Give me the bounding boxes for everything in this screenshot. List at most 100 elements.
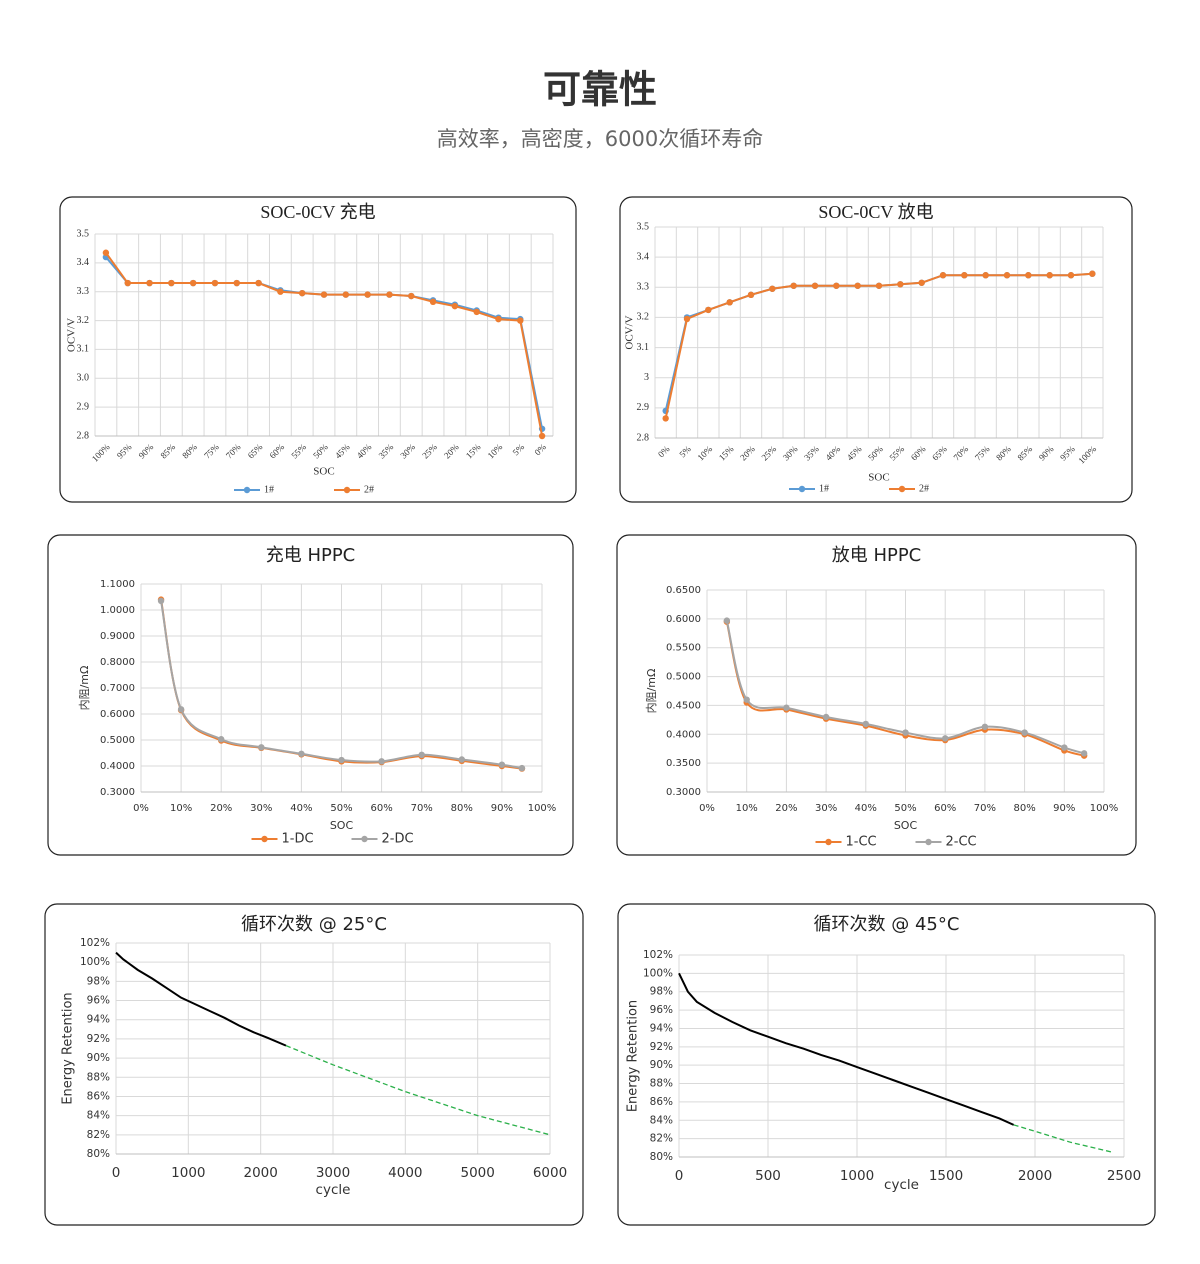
data-point	[942, 735, 949, 742]
data-point	[146, 279, 153, 287]
data-point	[723, 617, 731, 624]
x-tick-label: 100%	[1090, 803, 1119, 814]
x-tick-label: 60%	[934, 803, 956, 814]
x-tick-label: 40%	[290, 803, 312, 814]
legend-marker	[798, 485, 806, 493]
data-point	[517, 317, 524, 324]
y-tick-label: 2.8	[77, 430, 90, 441]
data-point	[211, 279, 219, 287]
x-tick-label: 90%	[491, 803, 513, 814]
y-tick-label: 3.2	[637, 312, 650, 323]
x-tick-label: 0	[112, 1165, 121, 1181]
x-tick-label: 1000	[840, 1168, 874, 1184]
x-tick-label: 0%	[699, 803, 715, 814]
data-point	[498, 761, 506, 768]
y-tick-label: 1.1000	[100, 579, 135, 590]
x-tick-label: 50%	[894, 803, 916, 814]
data-point	[102, 249, 110, 256]
data-point	[743, 696, 750, 703]
data-point	[854, 282, 861, 289]
data-point	[518, 764, 526, 772]
chart-title: SOC-0CV 充电	[260, 202, 375, 222]
x-tick-label: 5000	[460, 1165, 494, 1181]
page-subtitle: 高效率，高密度，6000次循环寿命	[437, 127, 763, 151]
y-tick-label: 2.9	[77, 401, 90, 412]
data-point	[189, 279, 197, 287]
legend-label: 2#	[919, 483, 929, 494]
legend-label: 1-CC	[846, 835, 877, 850]
y-tick-label: 2.8	[637, 432, 650, 443]
chart-panel: 循环次数 @ 45°C 80% 82% 84% 86% 88% 90% 92% 94% 96% 98…	[617, 903, 1156, 1226]
x-tick-label: 50%	[330, 803, 352, 814]
data-point	[298, 750, 305, 757]
chart-panel: 循环次数 @ 25°C 80% 82% 84% 86% 88% 90% 92% 94% 96% 98…	[44, 903, 584, 1226]
y-tick-label: 82%	[650, 1133, 673, 1145]
y-tick-label: 100%	[80, 956, 110, 968]
legend-marker	[343, 486, 351, 494]
chart-title: 循环次数 @ 45°C	[814, 914, 960, 935]
y-tick-label: 0.5500	[666, 643, 701, 654]
y-axis-label: OCV/V	[624, 315, 636, 349]
data-point	[783, 704, 790, 711]
data-point	[386, 291, 393, 298]
data-point	[662, 415, 669, 422]
y-tick-label: 3.4	[77, 257, 90, 268]
chart-title: 放电 HPPC	[832, 545, 922, 566]
data-point	[277, 288, 284, 295]
chart-panel: SOC-0CV 放电2.82.933.13.23.33.43.50% 5% 10% 1…	[619, 196, 1133, 503]
panel-frame	[47, 534, 574, 856]
x-tick-label: 2000	[243, 1165, 277, 1181]
data-point	[822, 713, 830, 721]
x-tick-label: 90%	[1053, 803, 1075, 814]
x-axis-label: SOC	[313, 466, 334, 478]
legend-label: 2-CC	[946, 835, 977, 850]
series-line	[1013, 1124, 1114, 1154]
y-tick-label: 3.1	[637, 342, 650, 353]
x-tick-label: 80%	[1013, 803, 1035, 814]
data-point	[418, 751, 425, 759]
y-tick-label: 88%	[650, 1078, 673, 1090]
y-tick-label: 100%	[643, 967, 673, 979]
x-axis-label: cycle	[884, 1177, 919, 1193]
y-tick-label: 92%	[87, 1033, 110, 1045]
y-tick-label: 84%	[87, 1110, 110, 1122]
panel-frame	[619, 196, 1133, 503]
data-point	[255, 279, 262, 287]
chart-title: 充电 HPPC	[266, 545, 356, 566]
y-axis-label: 内阻/mΩ	[77, 666, 91, 711]
y-tick-label: 0.6500	[666, 585, 701, 596]
y-tick-label: 3.4	[637, 251, 650, 262]
data-point	[124, 279, 131, 287]
y-tick-label: 90%	[650, 1059, 673, 1071]
legend-marker	[898, 485, 906, 493]
data-point	[747, 291, 755, 299]
legend-marker	[925, 838, 932, 846]
y-tick-label: 82%	[87, 1129, 110, 1141]
x-axis-label: cycle	[316, 1182, 351, 1198]
data-point	[961, 272, 968, 279]
chart-title: SOC-0CV 放电	[818, 202, 933, 222]
data-point	[320, 291, 328, 298]
data-point	[473, 308, 480, 316]
x-tick-label: 30%	[250, 803, 272, 814]
data-point	[218, 736, 225, 743]
y-tick-label: 3.5	[77, 228, 90, 239]
data-point	[981, 723, 989, 730]
data-point	[1003, 272, 1011, 279]
y-tick-label: 0.6000	[100, 709, 135, 720]
chart-title: 循环次数 @ 25°C	[241, 914, 387, 935]
y-tick-label: 96%	[650, 1004, 673, 1016]
legend-marker	[261, 835, 268, 843]
x-tick-label: 10%	[170, 803, 192, 814]
x-tick-label: 10%	[736, 803, 758, 814]
y-axis-label: OCV/V	[66, 318, 78, 352]
data-point	[902, 729, 909, 736]
data-point	[342, 291, 350, 298]
y-tick-label: 3.2	[77, 315, 90, 326]
y-axis-label: Energy Retention	[61, 992, 76, 1104]
x-tick-label: 20%	[775, 803, 797, 814]
data-point	[157, 597, 165, 605]
y-tick-label: 0.6000	[666, 614, 701, 625]
y-tick-label: 2.9	[637, 402, 650, 413]
y-tick-label: 0.4000	[666, 729, 701, 740]
